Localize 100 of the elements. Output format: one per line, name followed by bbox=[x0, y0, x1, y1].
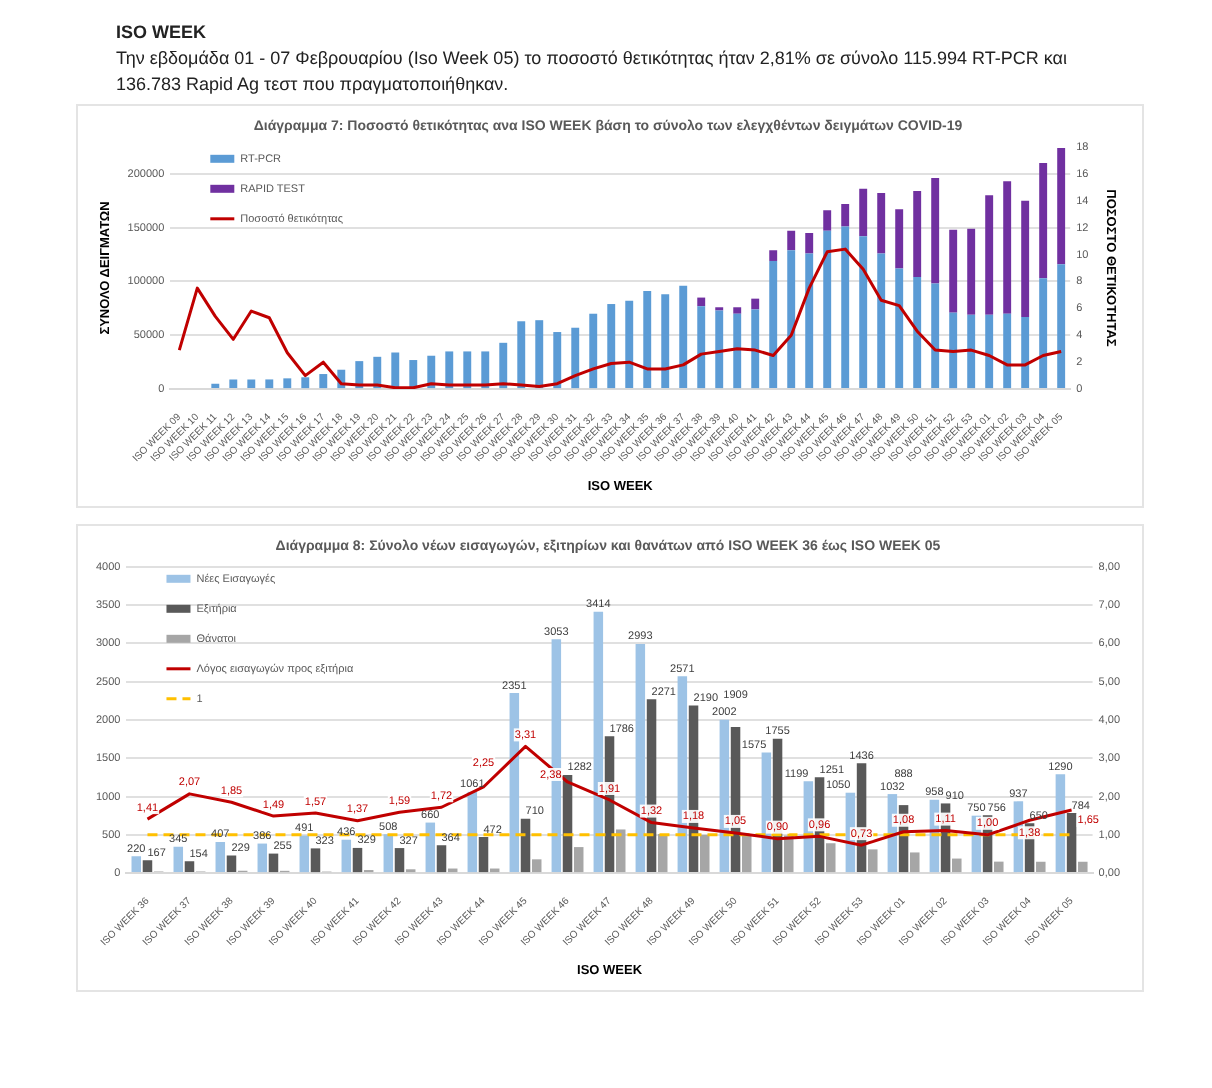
bar bbox=[783, 835, 794, 873]
bar bbox=[1039, 278, 1048, 389]
bar bbox=[625, 300, 634, 389]
text: ISO WEEK bbox=[116, 20, 209, 46]
bar bbox=[895, 268, 904, 389]
bar bbox=[211, 383, 220, 389]
bar bbox=[215, 841, 226, 873]
bar bbox=[787, 250, 796, 389]
bar bbox=[341, 839, 352, 873]
bar bbox=[769, 260, 778, 389]
bar bbox=[226, 855, 237, 873]
bar bbox=[679, 285, 688, 389]
bar bbox=[643, 291, 652, 389]
bar bbox=[931, 178, 940, 284]
bar bbox=[383, 834, 394, 873]
bar bbox=[425, 822, 436, 873]
bar bbox=[445, 351, 454, 389]
bar bbox=[841, 226, 850, 389]
bar bbox=[1021, 316, 1030, 389]
bar bbox=[859, 188, 868, 237]
bar bbox=[615, 829, 626, 873]
bar bbox=[229, 379, 238, 389]
bar bbox=[1078, 861, 1088, 873]
bar bbox=[268, 853, 279, 873]
bar bbox=[895, 209, 904, 269]
bar bbox=[967, 228, 976, 315]
bar bbox=[1003, 181, 1012, 314]
bar bbox=[1057, 147, 1066, 265]
bar bbox=[184, 861, 195, 873]
bar bbox=[805, 253, 814, 389]
bar bbox=[769, 250, 778, 261]
bar bbox=[478, 836, 489, 873]
bar bbox=[787, 230, 796, 251]
bar bbox=[877, 193, 886, 254]
bar bbox=[751, 309, 760, 389]
bar bbox=[657, 834, 668, 873]
bar bbox=[877, 253, 886, 389]
bar bbox=[571, 327, 580, 389]
bar bbox=[1039, 162, 1048, 279]
bar bbox=[394, 848, 405, 873]
bar bbox=[131, 856, 142, 873]
bar bbox=[257, 843, 268, 873]
bar bbox=[391, 352, 400, 389]
bar bbox=[427, 355, 436, 389]
bar bbox=[553, 332, 562, 389]
bar bbox=[949, 229, 958, 313]
bar bbox=[265, 379, 274, 389]
bar bbox=[535, 320, 544, 389]
bar bbox=[1055, 774, 1066, 873]
bar bbox=[247, 379, 256, 389]
bar bbox=[661, 294, 670, 389]
bar bbox=[868, 849, 878, 873]
bar bbox=[826, 843, 836, 873]
bar bbox=[409, 360, 418, 389]
bar bbox=[436, 845, 447, 873]
bar bbox=[173, 846, 184, 873]
bar bbox=[931, 283, 940, 389]
bar bbox=[985, 195, 994, 315]
bar bbox=[733, 307, 742, 314]
text: Την εβδομάδα 01 - 07 Φεβρουαρίου (Iso Week 05) το ποσοστό θετικότητας ήταν 2,81% σε σύνολο 115.994 RT-PCR και 136.783 Rapid Ag τεστ που πραγματοποιήθηκαν. bbox=[116, 46, 1069, 98]
bar bbox=[607, 304, 616, 389]
bar bbox=[481, 351, 490, 389]
bar bbox=[573, 847, 584, 873]
bar bbox=[805, 232, 814, 254]
bar bbox=[301, 377, 310, 389]
bar bbox=[697, 306, 706, 389]
bar bbox=[733, 313, 742, 389]
bar bbox=[463, 351, 472, 389]
bar bbox=[589, 313, 598, 389]
bar bbox=[823, 230, 832, 389]
bar bbox=[823, 210, 832, 231]
bar bbox=[283, 378, 292, 389]
bar bbox=[913, 190, 922, 278]
bar bbox=[1036, 861, 1046, 873]
bar bbox=[310, 848, 321, 873]
bar bbox=[1003, 313, 1012, 389]
bar bbox=[910, 852, 920, 873]
bar bbox=[531, 859, 542, 873]
bar bbox=[373, 356, 382, 389]
bar bbox=[859, 236, 868, 389]
bar bbox=[499, 342, 508, 389]
bar bbox=[751, 298, 760, 310]
bar bbox=[699, 834, 710, 873]
bar bbox=[994, 861, 1004, 873]
bar bbox=[715, 310, 724, 389]
bar bbox=[299, 835, 310, 873]
bar bbox=[319, 374, 328, 389]
bar bbox=[1066, 813, 1077, 873]
bar bbox=[949, 312, 958, 389]
bar bbox=[352, 847, 363, 873]
bar bbox=[697, 297, 706, 307]
bar bbox=[741, 834, 752, 873]
bar bbox=[1057, 264, 1066, 389]
bar bbox=[517, 321, 526, 389]
bar bbox=[142, 860, 153, 873]
bar bbox=[985, 314, 994, 389]
bar bbox=[520, 818, 531, 873]
bar bbox=[952, 858, 962, 873]
bar bbox=[967, 314, 976, 389]
bar bbox=[1021, 200, 1030, 317]
